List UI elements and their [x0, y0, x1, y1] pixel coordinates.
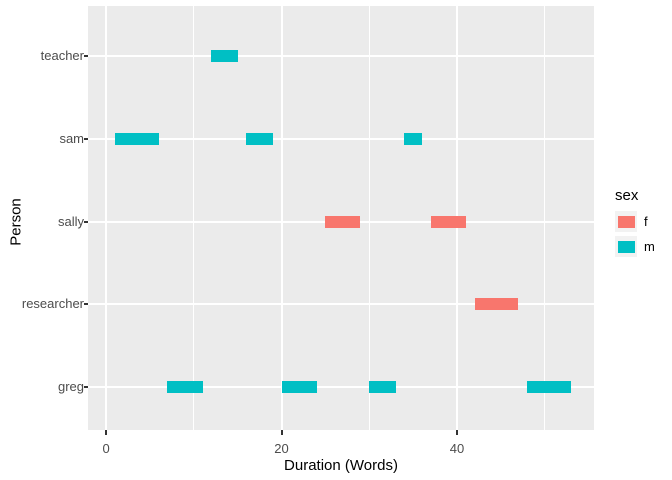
segment-sam-2 — [246, 132, 273, 145]
major-gridline-teacher — [88, 55, 594, 57]
y-tick-mark-teacher — [84, 55, 88, 57]
minor-gridline-x30 — [368, 6, 370, 430]
minor-gridline-x50 — [544, 6, 546, 430]
y-tick-mark-sam — [84, 137, 88, 140]
major-gridline-x20 — [280, 6, 283, 430]
x-tick-label-20: 20 — [274, 441, 289, 456]
y-tick-label-teacher: teacher — [40, 48, 84, 63]
x-tick-mark-40 — [455, 430, 458, 435]
segment-greg-7 — [167, 381, 203, 393]
segment-greg-8 — [281, 381, 317, 393]
legend-title: sex — [615, 187, 639, 204]
legend-swatch-f — [617, 215, 635, 228]
minor-gridline-x10 — [193, 6, 195, 430]
y-tick-mark-greg — [84, 386, 88, 388]
legend-label-f: f — [644, 214, 648, 229]
segment-teacher-0 — [211, 50, 238, 62]
y-tick-label-sally: sally — [57, 213, 84, 229]
x-tick-label-0: 0 — [102, 441, 110, 456]
segment-greg-9 — [369, 381, 396, 393]
segment-sally-5 — [430, 215, 466, 228]
x-tick-mark-20 — [280, 430, 283, 435]
legend-entry-m: m — [615, 236, 655, 257]
legend-key-m — [615, 236, 637, 257]
x-tick-mark-0 — [105, 430, 108, 435]
major-gridline-x0 — [105, 6, 108, 430]
major-gridline-researcher — [88, 303, 594, 306]
legend-key-f — [615, 211, 637, 232]
x-axis-title: Duration (Words) — [284, 457, 398, 474]
segment-researcher-6 — [474, 298, 519, 311]
segment-sally-4 — [325, 215, 361, 228]
major-gridline-greg — [88, 386, 594, 388]
legend-entry-f: f — [615, 211, 655, 232]
y-tick-label-greg: greg — [57, 379, 84, 394]
y-tick-mark-sally — [84, 220, 88, 223]
segment-greg-10 — [527, 381, 571, 393]
segment-sam-1 — [114, 132, 159, 145]
y-tick-label-researcher: researcher — [21, 296, 84, 312]
y-tick-label-sam: sam — [59, 130, 84, 146]
major-gridline-sam — [88, 137, 594, 140]
x-tick-label-40: 40 — [449, 441, 465, 456]
plot-panel — [88, 6, 594, 430]
segment-sam-3 — [404, 132, 422, 145]
legend-label-m: m — [644, 239, 655, 254]
legend-swatch-m — [617, 240, 635, 253]
y-tick-mark-researcher — [84, 303, 88, 306]
